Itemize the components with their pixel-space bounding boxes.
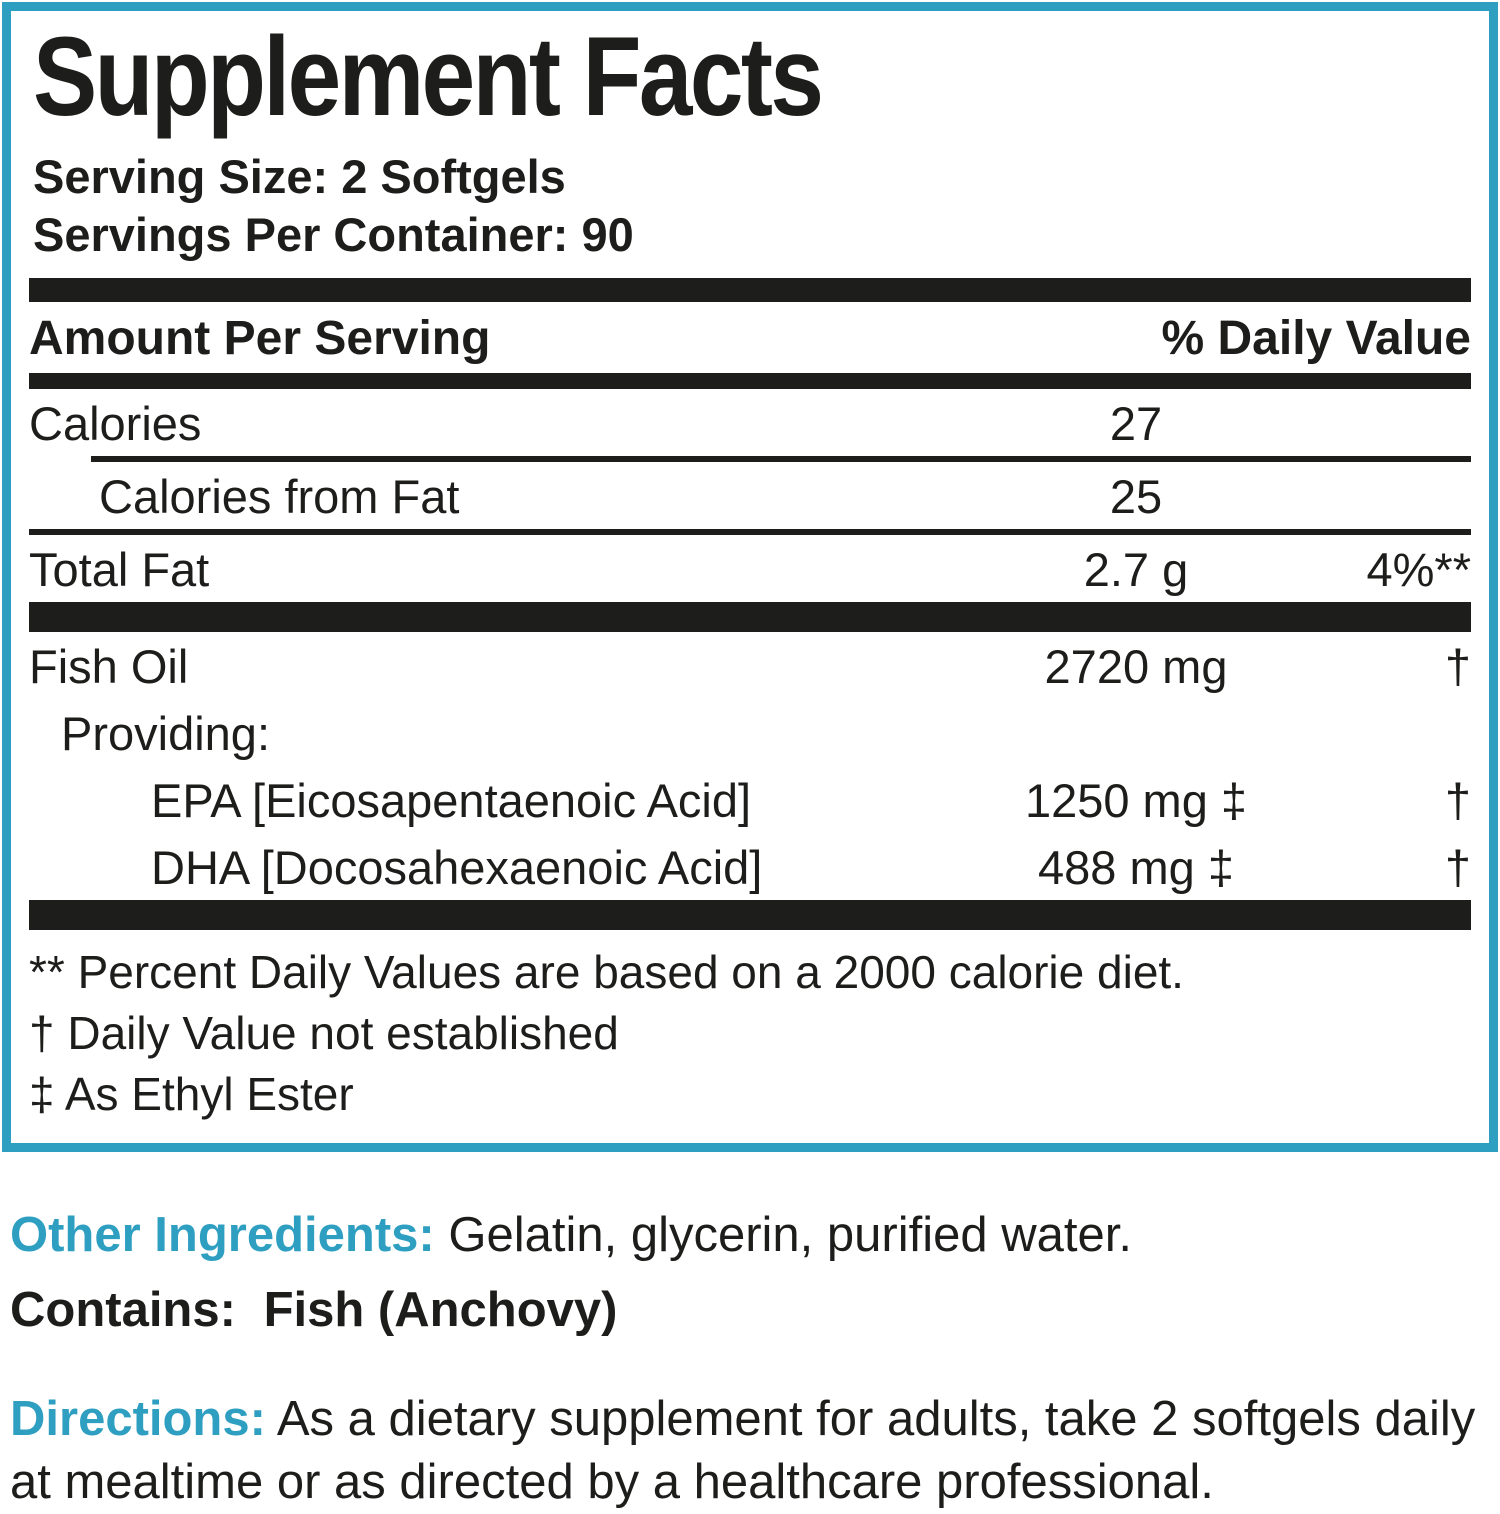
other-ingredients: Other Ingredients: Gelatin, glycerin, pu… <box>10 1204 1494 1267</box>
separator-bar <box>29 899 1471 930</box>
row-calories-from-fat: Calories from Fat 25 <box>29 462 1471 529</box>
nutrient-name: Calories <box>29 396 202 450</box>
nutrient-name: EPA [Eicosapentaenoic Acid] <box>151 773 752 827</box>
serving-size: Serving Size: 2 Softgels <box>33 149 566 203</box>
nutrient-amount: 2.7 g <box>1083 542 1189 596</box>
hairline-rule <box>29 528 1471 535</box>
separator-bar <box>29 372 1471 389</box>
hairline-rule <box>91 455 1471 462</box>
nutrient-daily-value: † <box>1444 840 1471 894</box>
daily-value-header: % Daily Value <box>1161 311 1472 365</box>
nutrient-amount: 25 <box>1109 469 1163 523</box>
nutrient-name: Fish Oil <box>29 639 189 693</box>
panel-title: Supplement Facts <box>33 14 824 139</box>
row-epa: EPA [Eicosapentaenoic Acid] 1250 mg ‡ † <box>29 766 1471 833</box>
directions-label: Directions: <box>10 1391 266 1446</box>
footnote-dv-not-established: † Daily Value not established <box>29 1006 619 1059</box>
footnotes: ** Percent Daily Values are based on a 2… <box>29 930 1471 1131</box>
directions: Directions: As a dietary supplement for … <box>10 1388 1494 1514</box>
nutrient-amount: 1250 mg ‡ <box>1024 773 1248 827</box>
row-calories: Calories 27 <box>29 389 1471 456</box>
row-dha: DHA [Docosahexaenoic Acid] 488 mg ‡ † <box>29 833 1471 900</box>
contains-label: Contains: <box>10 1282 236 1337</box>
nutrient-amount: 27 <box>1109 396 1163 450</box>
nutrient-daily-value: † <box>1444 639 1471 693</box>
nutrient-name: Calories from Fat <box>99 469 460 523</box>
footnote-ethyl-ester: ‡ As Ethyl Ester <box>29 1067 354 1120</box>
nutrient-name: Total Fat <box>29 542 210 596</box>
row-fish-oil: Fish Oil 2720 mg † <box>29 632 1471 699</box>
row-total-fat: Total Fat 2.7 g 4%** <box>29 535 1471 602</box>
nutrient-name: Providing: <box>61 706 270 760</box>
nutrient-amount: 2720 mg <box>1044 639 1228 693</box>
row-providing: Providing: <box>29 699 1471 766</box>
label-text-block: Other Ingredients: Gelatin, glycerin, pu… <box>10 1204 1494 1514</box>
supplement-facts-panel: Supplement Facts Serving Size: 2 Softgel… <box>2 2 1498 1152</box>
amount-per-serving-header: Amount Per Serving <box>29 311 491 365</box>
nutrient-daily-value: 4%** <box>1366 542 1471 596</box>
other-ingredients-text: Gelatin, glycerin, purified water. <box>448 1207 1132 1262</box>
other-ingredients-label: Other Ingredients: <box>10 1207 435 1262</box>
contains-text: Fish (Anchovy) <box>263 1282 618 1337</box>
contains-statement: Contains: Fish (Anchovy) <box>10 1279 1494 1342</box>
nutrient-amount: 488 mg ‡ <box>1038 840 1234 894</box>
nutrient-daily-value: † <box>1444 773 1471 827</box>
separator-bar <box>29 277 1471 302</box>
separator-bar <box>29 601 1471 632</box>
footnote-daily-values: ** Percent Daily Values are based on a 2… <box>29 945 1184 998</box>
column-header-row: Amount Per Serving % Daily Value <box>29 302 1471 373</box>
nutrient-name: DHA [Docosahexaenoic Acid] <box>151 840 763 894</box>
servings-per-container: Servings Per Container: 90 <box>33 207 634 261</box>
